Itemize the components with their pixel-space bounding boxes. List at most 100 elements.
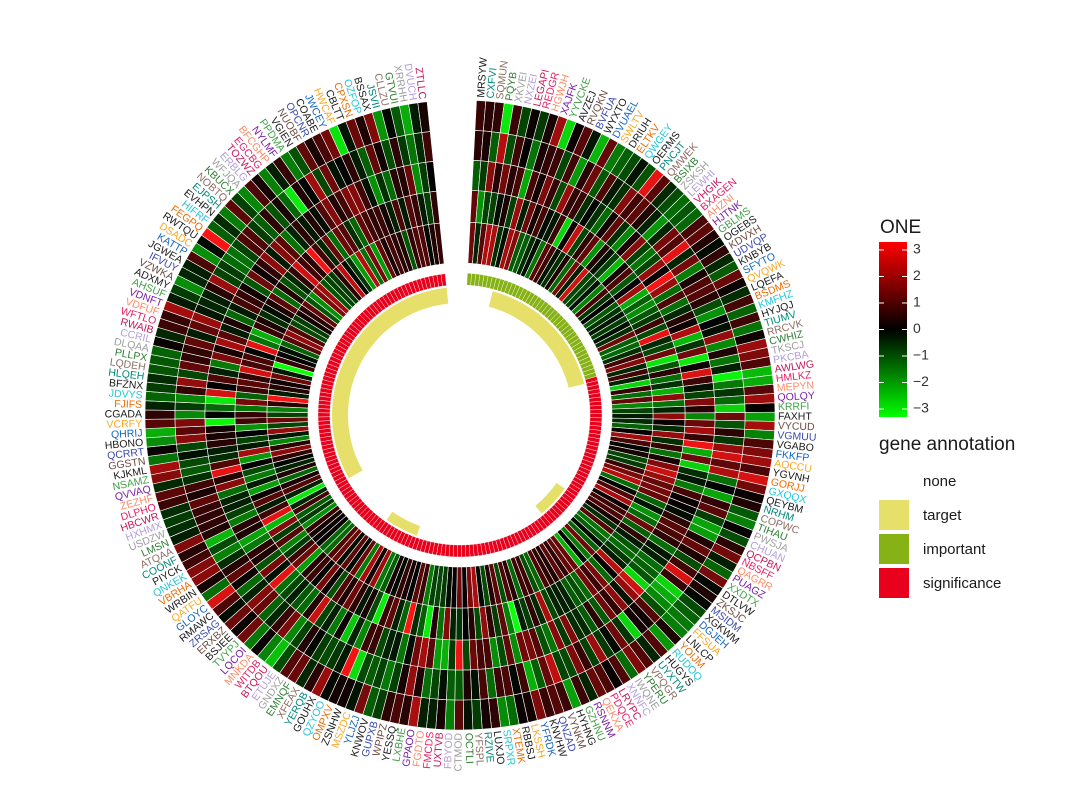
heatmap-cell — [234, 411, 268, 419]
gene-label: FMCDS — [421, 731, 436, 769]
gene-label: XKVEI — [513, 71, 531, 104]
gene-label: VGABO — [776, 439, 814, 454]
annotation-significance — [440, 273, 447, 287]
gene-label: QOLQY — [777, 390, 815, 404]
legend-swatch-none — [879, 466, 909, 496]
heatmap-cell — [144, 400, 176, 411]
annotation-significance — [317, 412, 331, 418]
gene-label: YFSPL — [472, 732, 486, 766]
gene-label: QHRIJ — [111, 427, 143, 441]
colorbar-legend: ONE 3 2 1 0 −1 −2 −3 — [879, 217, 929, 417]
gene-label: ZTLLC — [413, 67, 429, 101]
legend-label-target: target — [923, 507, 962, 524]
colorbar-tick-label: −2 — [913, 373, 929, 389]
gene-label: DVUCH — [401, 63, 418, 102]
legend-swatch-important — [879, 534, 909, 564]
colorbar-tick-label: 1 — [913, 294, 921, 310]
gene-label: KJKML — [113, 465, 149, 483]
gene-labels: MRSYWCXFVISQMUNPQYBXKVEINXZEILEGAPIREDGR… — [104, 57, 816, 771]
gene-label: PKCBA — [772, 348, 809, 366]
heatmap-cell — [174, 418, 206, 428]
annotation-target — [488, 291, 585, 388]
heatmap-cell — [234, 417, 268, 426]
gene-label: LQDEH — [109, 356, 147, 373]
colorbar-tick-label: −3 — [913, 400, 929, 416]
legend-label-none: none — [923, 473, 956, 490]
heatmap-cell — [684, 404, 716, 414]
gene-label: PQYB — [503, 71, 519, 102]
gene-label: SRPXR — [500, 729, 517, 767]
heatmap-cell — [204, 410, 236, 419]
heatmap-cell — [744, 393, 776, 405]
gene-label: FBYOD — [442, 732, 455, 769]
colorbar-title: ONE — [880, 217, 921, 238]
gene-label: HBONO — [104, 437, 143, 452]
heatmap-cell — [652, 405, 686, 414]
annotation-significance — [589, 413, 603, 419]
gene-label: GPAOO — [400, 728, 418, 767]
gene-label: VCRFY — [106, 418, 142, 431]
gene-label: QCRRT — [107, 446, 146, 462]
legend-label-important: important — [923, 541, 986, 558]
heatmap-cell — [454, 669, 464, 701]
colorbar-tick-label: 3 — [913, 241, 921, 257]
heatmap-cell — [455, 607, 463, 641]
heatmap-cell — [744, 402, 776, 413]
heatmap-cell — [684, 412, 716, 421]
heatmap-cell — [652, 412, 686, 420]
annotation-target — [535, 482, 565, 514]
gene-label: CGADA — [105, 408, 142, 420]
annotation-legend-title: gene annotation — [879, 434, 1015, 455]
heatmap-cell — [462, 699, 474, 731]
heatmap-rings — [144, 100, 776, 731]
annotation-significance — [317, 420, 331, 426]
annotation-target — [386, 511, 421, 536]
gene-label: GGSTN — [108, 455, 147, 472]
gene-label: SQMUN — [494, 60, 511, 100]
gene-label: JDVYS — [108, 388, 143, 402]
heatmap-cell — [714, 412, 746, 422]
gene-label: OCTLI — [463, 733, 476, 764]
heatmap-cell — [433, 222, 445, 265]
gene-label: LUXJO — [491, 730, 507, 765]
annotation-legend: gene annotation none target important signi… — [879, 434, 1015, 598]
heatmap-cell — [455, 639, 464, 671]
heatmap-cell — [471, 698, 483, 731]
gene-label: FKKFP — [775, 448, 810, 464]
colorbar-tick-label: −1 — [913, 347, 929, 363]
annotation-target — [332, 287, 449, 479]
annotation-significance — [465, 544, 471, 558]
gene-label: MEPYN — [776, 379, 814, 394]
legend-label-significance: significance — [923, 575, 1001, 592]
annotation-significance — [457, 544, 462, 558]
heatmap-cell — [744, 411, 776, 422]
heatmap-cell — [714, 403, 746, 413]
gene-label: FAXHT — [778, 411, 812, 423]
gene-label: FJIFS — [114, 398, 142, 411]
annotation-significance — [317, 416, 331, 422]
colorbar-tick-label: 2 — [913, 267, 921, 283]
heatmap-cell — [453, 699, 464, 731]
legend-swatch-target — [879, 500, 909, 530]
heatmap-cell — [462, 639, 471, 671]
heatmap-cell — [204, 417, 236, 427]
heatmap-cell — [144, 409, 176, 420]
gene-label: HMLKZ — [775, 369, 812, 385]
gene-label: CTMOD — [453, 733, 465, 772]
gene-label: RZIVE — [481, 731, 496, 763]
gene-label: AWLWG — [774, 358, 815, 376]
gene-label: AQCCU — [773, 458, 812, 476]
annotation-significance — [461, 544, 467, 558]
gene-label: UXTVB — [432, 732, 446, 768]
gene-label: FGDTO — [411, 730, 427, 768]
gene-label: VYCUD — [778, 420, 816, 433]
gene-label: PLLPX — [114, 347, 148, 365]
colorbar-tick-label: 0 — [913, 320, 921, 336]
annotation-ring — [317, 272, 603, 558]
gene-label: BFZNX — [108, 377, 143, 392]
heatmap-cell — [144, 418, 176, 429]
heatmap-cell — [266, 411, 309, 418]
gene-label: HLQEH — [108, 367, 145, 383]
annotation-significance — [589, 409, 603, 415]
